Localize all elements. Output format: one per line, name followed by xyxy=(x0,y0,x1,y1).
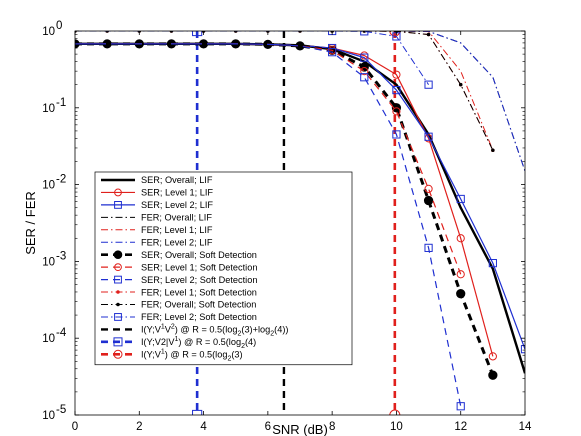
legend-box xyxy=(94,171,353,366)
legend-label-11: FER; Level 2; Soft Detection xyxy=(141,312,257,322)
series-2-point-14 xyxy=(520,345,525,354)
y-tick-exponent-5: 0 xyxy=(56,20,62,32)
series-8-point-12 xyxy=(456,402,465,411)
series-2-point-11 xyxy=(424,132,433,141)
y-tick-exponent-0: -5 xyxy=(56,404,66,416)
legend-label-0: SER; Overall; LIF xyxy=(141,175,213,185)
y-tick-exponent-4: -1 xyxy=(56,97,66,109)
series-2-point-10 xyxy=(392,86,401,95)
series-line-4 xyxy=(75,31,494,151)
series-10-point-11 xyxy=(426,32,431,37)
series-line-11 xyxy=(75,31,429,85)
series-7-point-11 xyxy=(424,184,433,193)
legend-label-5: FER; Level 2; LIF xyxy=(141,237,213,247)
legend-marker-2 xyxy=(114,201,122,209)
legend-marker-7 xyxy=(114,263,122,272)
x-axis-label: SNR (dB) xyxy=(272,422,328,436)
y-tick-label-3: 10 xyxy=(42,180,55,192)
capacity-marker-top-1 xyxy=(192,31,203,37)
legend-capacity-label-2: I(Y;V1) @ R = 0.5(log2(3) xyxy=(141,349,243,363)
legend-marker-1 xyxy=(114,188,122,197)
series-11-point-11 xyxy=(424,80,433,89)
series-7-point-10 xyxy=(392,107,401,116)
y-axis-label: SER / FER xyxy=(23,191,38,255)
legend-label-6: SER; Overall; Soft Detection xyxy=(141,250,257,260)
plot-area xyxy=(75,31,525,415)
series-6-point-12 xyxy=(456,289,466,299)
y-tick-exponent-2: -3 xyxy=(56,250,66,262)
series-6-point-13 xyxy=(488,370,498,380)
y-tick-label-2: 10 xyxy=(42,256,55,268)
series-10-point-12 xyxy=(458,82,463,87)
legend-label-7: SER; Level 1; Soft Detection xyxy=(141,262,257,272)
x-tick-label-2: 4 xyxy=(200,421,207,433)
series-7-point-9 xyxy=(360,67,369,76)
series-8-point-9 xyxy=(360,73,369,82)
x-tick-label-3: 6 xyxy=(265,421,271,433)
legend-capacity-marker-2 xyxy=(113,349,123,359)
series-line-8 xyxy=(75,43,462,407)
legend-label-2: SER; Level 2; LIF xyxy=(141,200,213,210)
series-8-point-10 xyxy=(392,130,401,139)
x-tick-label-5: 10 xyxy=(390,421,403,433)
legend-marker-11 xyxy=(114,313,122,321)
axes-box xyxy=(74,30,526,416)
legend-label-4: FER; Level 1; LIF xyxy=(141,225,213,235)
y-tick-exponent-3: -2 xyxy=(56,174,66,186)
y-tick-exponent-1: -4 xyxy=(56,327,67,339)
y-tick-label-4: 10 xyxy=(42,103,55,115)
capacity-marker-bottom-2 xyxy=(389,409,401,415)
x-tick-label-4: 8 xyxy=(329,421,335,433)
legend-marker-6 xyxy=(113,250,123,259)
series-7-point-12 xyxy=(456,270,465,279)
legend-label-3: FER; Overall; LIF xyxy=(141,213,212,223)
legend-label-10: FER; Overall; Soft Detection xyxy=(141,300,256,310)
y-tick-label-5: 10 xyxy=(42,26,55,38)
series-line-10 xyxy=(75,31,494,151)
series-1-point-10 xyxy=(392,70,401,79)
y-tick-label-1: 10 xyxy=(42,333,55,345)
legend-capacity-marker-1 xyxy=(113,337,123,347)
series-1-point-12 xyxy=(456,234,465,243)
series-2-point-13 xyxy=(488,259,497,268)
series-2-point-9 xyxy=(360,53,369,62)
legend-label-8: SER; Level 2; Soft Detection xyxy=(141,275,257,285)
legend-marker-8 xyxy=(114,275,122,284)
series-6-point-9 xyxy=(359,62,369,72)
legend: SER; Overall; LIF SER; Level 1; LIF SER; L… xyxy=(94,171,353,366)
legend-marker-9 xyxy=(116,290,120,294)
series-6-point-11 xyxy=(423,195,434,206)
series-2-point-12 xyxy=(456,194,465,204)
series-10-point-13 xyxy=(491,148,495,153)
legend-label-9: FER; Level 1; Soft Detection xyxy=(141,287,257,297)
legend-label-1: SER; Level 1; LIF xyxy=(141,188,213,198)
series-1-point-13 xyxy=(488,352,497,361)
x-tick-label-6: 12 xyxy=(454,421,467,433)
series-8-point-11 xyxy=(424,243,433,252)
series-8-point-8 xyxy=(328,48,337,57)
x-tick-label-0: 0 xyxy=(72,421,78,433)
x-tick-label-7: 14 xyxy=(519,421,532,433)
y-tick-label-0: 10 xyxy=(42,410,55,422)
legend-marker-10 xyxy=(116,302,120,307)
x-tick-label-1: 2 xyxy=(136,421,142,433)
legend-capacity-label-0: I(Y;V1V2) @ R = 0.5(log2(3)+log2(4)) xyxy=(141,324,288,338)
legend-capacity-label-1: I(Y;V2|V1) @ R = 0.5(log2(4) xyxy=(141,336,256,350)
